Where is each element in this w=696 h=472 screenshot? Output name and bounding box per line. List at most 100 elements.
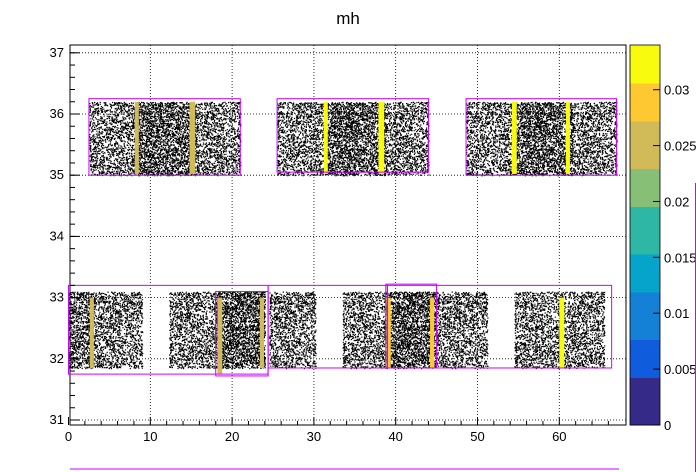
colorbar-segment [630,54,660,65]
x-tick-label: 30 [307,429,321,444]
highlight-strip [565,101,570,174]
scatter-points [385,101,430,176]
colorbar-segment [630,387,660,397]
colorbar-tick-label: 0 [664,418,671,433]
x-tick-label: 40 [388,429,402,444]
colorbar-segment [630,111,660,122]
scatter-points [93,291,144,370]
highlight-strip [559,297,565,368]
colorbar-segment [630,225,660,236]
colorbar-segment [630,73,660,84]
colorbar-segment [630,263,660,274]
colorbar-segment [630,396,660,407]
colorbar-segment [630,349,660,359]
scatter-points [466,101,516,177]
colorbar-segment [630,159,660,169]
y-tick-label: 35 [50,167,64,182]
colorbar-tick-label: 0.005 [664,362,696,377]
region-box [465,98,618,176]
x-tick-label: 20 [225,429,239,444]
scatter-points [559,291,606,370]
colorbar-segment [630,140,660,150]
colorbar-tick-label: 0.03 [664,83,689,98]
colorbar-segment [630,339,660,350]
colorbar-tick-label: 0.015 [664,250,696,265]
colorbar-segment [630,358,660,369]
colorbar-segment [630,311,660,321]
colorbar-segment [630,377,660,388]
scatter-points [136,101,198,177]
colorbar-tick-label: 0.01 [664,306,689,321]
colorbar-segment [630,406,660,416]
colorbar-segment [630,149,660,160]
colorbar-segment [630,368,660,378]
highlight-strip [217,297,223,375]
highlight-strip [378,101,385,174]
highlight-strip [323,101,328,174]
highlight-strip [511,101,517,174]
colorbar-segment [630,92,660,103]
scatter-points [215,291,266,370]
colorbar-segment [630,121,660,131]
colorbar-segment [630,130,660,141]
colorbar-segment [630,235,660,245]
colorbar-frame [629,44,661,426]
scatter-points [324,101,387,177]
colorbar-segment [630,244,660,255]
region-box [276,98,429,173]
colorbar-segment [630,273,660,283]
scatter-points [514,291,561,370]
x-tick-label: 50 [470,429,484,444]
region-box [88,98,241,176]
colorbar-segment [630,45,660,55]
scatter-points [169,291,217,370]
scatter-points [268,291,317,370]
scatter-points [342,291,389,370]
scatter-points [514,101,574,177]
colorbar-segment [630,415,660,426]
colorbar-segment [630,301,660,312]
highlight-strip [189,101,196,174]
y-tick-label: 32 [50,351,64,366]
colorbar-segment [630,197,660,207]
scatter-points [89,101,138,177]
scatter-points [277,101,326,177]
y-tick-label: 36 [50,106,64,121]
highlight-strip [259,297,265,368]
region-box [267,284,389,369]
colorbar-segment [630,168,660,179]
colorbar-segment [630,320,660,331]
scatter-points [572,101,618,177]
colorbar-segment [630,206,660,217]
y-tick-label: 33 [50,290,64,305]
colorbar-segment [630,64,660,74]
scatter-points [387,291,438,370]
colorbar-tick-label: 0.02 [664,194,689,209]
scatter-points [196,101,242,177]
colorbar-segment [630,282,660,293]
highlight-strip [430,297,435,368]
x-tick-label: 60 [552,429,566,444]
colorbar-segment [630,187,660,198]
colorbar-segment [630,330,660,340]
x-tick-label: 10 [143,429,157,444]
y-tick-label: 31 [50,412,64,427]
y-tick-label: 37 [50,45,64,60]
scatter-points [436,291,489,370]
x-tick-label: 0 [65,429,72,444]
colorbar-segment [630,216,660,226]
region-box [385,284,613,369]
highlight-strip [89,297,94,368]
colorbar-segment [630,83,660,93]
highlight-strip [386,297,391,368]
colorbar-segment [630,102,660,112]
colorbar-tick-label: 0.025 [664,139,696,154]
chart-title: mh [336,9,360,28]
scatter-points [68,291,95,370]
colorbar-segment [630,254,660,264]
highlight-strip [134,101,139,174]
colorbar-segment [630,178,660,188]
colorbar-segment [630,292,660,302]
y-tick-label: 34 [50,228,64,243]
